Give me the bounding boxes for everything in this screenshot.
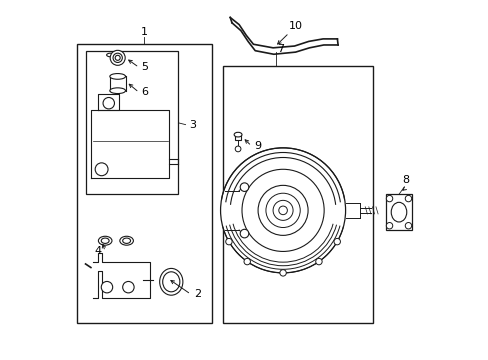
Circle shape (258, 185, 307, 235)
Text: 5: 5 (141, 63, 148, 72)
Ellipse shape (122, 238, 130, 243)
Bar (385, 194, 411, 230)
Circle shape (242, 169, 324, 251)
Circle shape (244, 258, 250, 265)
Ellipse shape (113, 53, 122, 63)
Circle shape (101, 282, 112, 293)
Text: 10: 10 (289, 21, 303, 31)
Bar (85, 51, 178, 194)
Circle shape (386, 222, 392, 229)
Ellipse shape (101, 238, 109, 243)
Text: 8: 8 (402, 175, 408, 185)
Ellipse shape (163, 272, 180, 292)
Text: 7: 7 (276, 44, 283, 54)
Text: 4: 4 (94, 247, 102, 256)
Bar (223, 66, 372, 323)
Circle shape (279, 270, 285, 276)
Circle shape (333, 238, 340, 245)
Circle shape (405, 222, 411, 229)
Ellipse shape (160, 269, 183, 295)
Circle shape (103, 98, 114, 109)
Circle shape (386, 195, 392, 202)
Circle shape (95, 163, 108, 176)
Circle shape (265, 193, 300, 228)
Circle shape (240, 229, 248, 238)
Bar (77, 44, 212, 323)
Circle shape (272, 201, 292, 220)
Ellipse shape (390, 202, 406, 222)
Ellipse shape (234, 132, 242, 137)
Circle shape (315, 258, 322, 265)
Circle shape (235, 146, 241, 152)
Polygon shape (93, 253, 149, 298)
Ellipse shape (110, 73, 125, 79)
Text: 2: 2 (194, 289, 201, 299)
Circle shape (122, 282, 134, 293)
Circle shape (405, 195, 411, 202)
Circle shape (240, 183, 248, 192)
Text: 3: 3 (189, 120, 196, 130)
Circle shape (278, 206, 287, 215)
Text: 1: 1 (141, 27, 148, 37)
Circle shape (225, 238, 232, 245)
Text: 9: 9 (254, 141, 261, 151)
Ellipse shape (110, 50, 125, 65)
Ellipse shape (98, 236, 112, 245)
Bar (234, 134, 241, 140)
Ellipse shape (115, 55, 120, 60)
Ellipse shape (120, 236, 133, 245)
Circle shape (220, 148, 345, 273)
Text: 6: 6 (141, 87, 148, 98)
Ellipse shape (110, 88, 125, 94)
